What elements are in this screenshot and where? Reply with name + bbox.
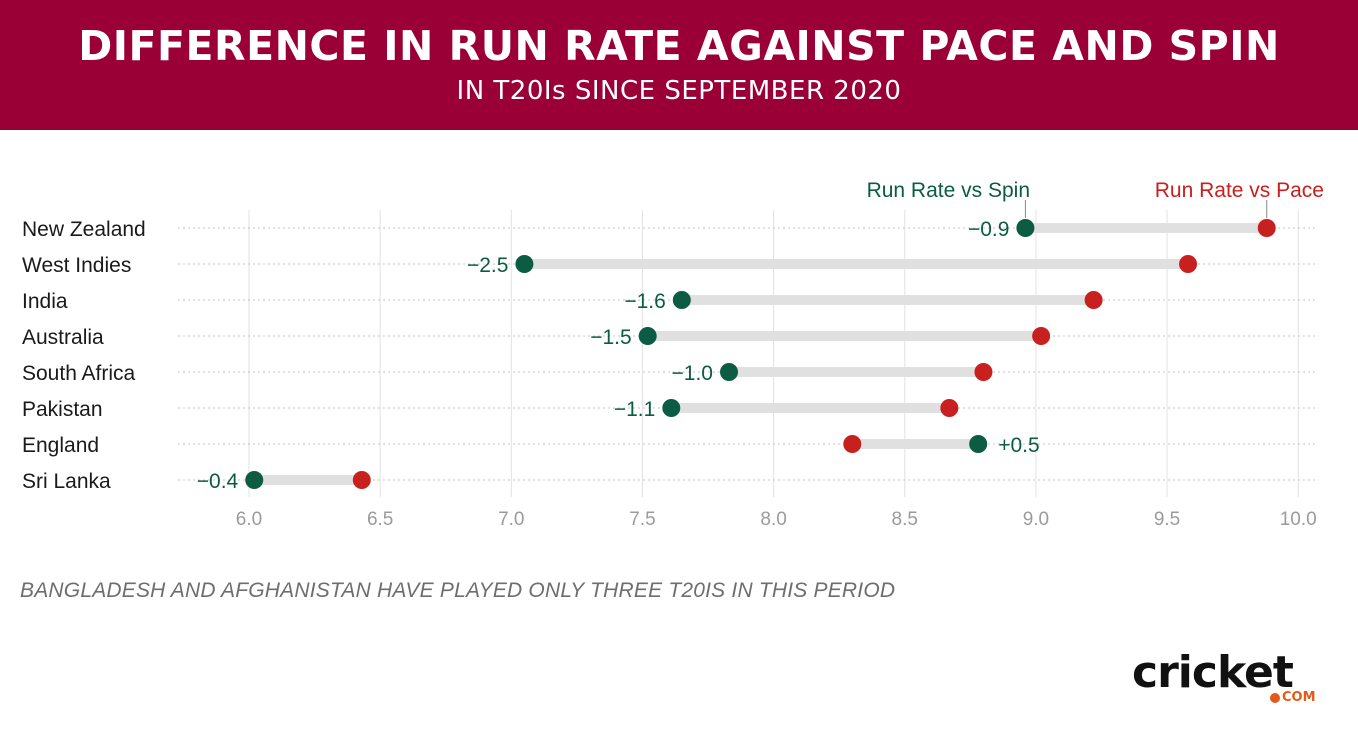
x-tick-label: 9.0 xyxy=(1023,509,1049,530)
pace-dot xyxy=(1179,255,1198,273)
x-tick-label: 7.5 xyxy=(629,509,655,530)
pace-dot xyxy=(940,399,959,417)
pace-dot xyxy=(1084,291,1103,309)
x-tick-label: 9.5 xyxy=(1154,509,1180,530)
spin-dot xyxy=(515,255,534,273)
difference-label: +0.5 xyxy=(998,434,1039,457)
category-label: Pakistan xyxy=(22,398,103,421)
legend-spin-label: Run Rate vs Spin xyxy=(867,179,1030,202)
x-tick-label: 8.0 xyxy=(760,509,786,530)
pace-dot xyxy=(974,363,993,381)
spin-dot xyxy=(638,327,657,345)
difference-label: −1.6 xyxy=(624,290,665,313)
category-label: West Indies xyxy=(22,254,131,277)
pace-dot xyxy=(1032,327,1051,345)
spin-dot xyxy=(1016,219,1035,237)
logo-wordmark: cricket xyxy=(1132,647,1294,698)
pace-dot xyxy=(352,471,371,489)
header-banner: DIFFERENCE IN RUN RATE AGAINST PACE AND … xyxy=(0,0,1358,130)
spin-dot xyxy=(969,435,988,453)
difference-label: −2.5 xyxy=(467,254,508,277)
pace-dot xyxy=(1257,219,1276,237)
spin-dot xyxy=(245,471,264,489)
x-tick-label: 6.0 xyxy=(236,509,262,530)
legend-pace-label: Run Rate vs Pace xyxy=(1155,179,1324,202)
pace-dot xyxy=(843,435,862,453)
x-tick-label: 10.0 xyxy=(1280,509,1317,530)
difference-label: −0.9 xyxy=(968,218,1009,241)
cricket-com-logo: cricket COM xyxy=(1132,650,1322,710)
footnote: BANGLADESH AND AFGHANISTAN HAVE PLAYED O… xyxy=(20,579,896,602)
difference-label: −1.1 xyxy=(614,398,655,421)
logo-suffix: COM xyxy=(1270,690,1316,705)
chart-title: DIFFERENCE IN RUN RATE AGAINST PACE AND … xyxy=(78,22,1280,70)
logo-suffix-text: COM xyxy=(1282,690,1316,705)
dumbbell-chart: 6.0 6.5 7.0 7.5 8.0 8.5 9.0 9.5 10.0 New Zealand −… xyxy=(22,179,1324,530)
difference-label: −0.4 xyxy=(197,470,239,493)
x-tick-label: 8.5 xyxy=(892,509,918,530)
category-label: Sri Lanka xyxy=(22,470,111,493)
chart-subtitle: IN T20Is SINCE SEPTEMBER 2020 xyxy=(456,76,902,106)
category-label: South Africa xyxy=(22,362,136,385)
logo-dot-icon xyxy=(1270,692,1280,703)
x-tick-label: 6.5 xyxy=(367,509,393,530)
difference-label: −1.5 xyxy=(590,326,631,349)
category-label: India xyxy=(22,290,68,313)
spin-dot xyxy=(662,399,681,417)
category-label: England xyxy=(22,434,99,457)
category-label: Australia xyxy=(22,326,104,349)
difference-label: −1.0 xyxy=(672,362,713,385)
category-label: New Zealand xyxy=(22,218,146,241)
x-tick-label: 7.0 xyxy=(498,509,524,530)
spin-dot xyxy=(672,291,691,309)
spin-dot xyxy=(720,363,739,381)
